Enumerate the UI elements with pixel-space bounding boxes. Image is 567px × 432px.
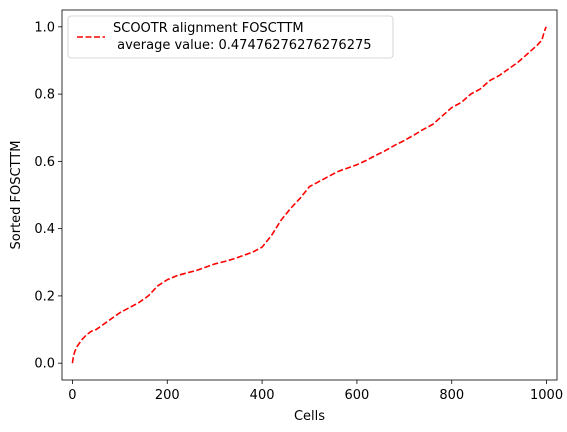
x-axis-label: Cells: [294, 409, 325, 424]
x-axis-ticks: 0 200 400 600 800 1000: [68, 380, 563, 403]
y-tick-label: 0.6: [34, 155, 55, 170]
legend: SCOOTR alignment FOSCTTM average value: …: [67, 15, 394, 59]
axes-frame: [61, 9, 558, 381]
y-tick-label: 0.8: [34, 88, 55, 103]
x-tick-label: 800: [439, 388, 464, 403]
x-tick-label: 0: [68, 388, 76, 403]
y-tick-label: 0.2: [34, 289, 55, 304]
series-layer: [71, 26, 547, 364]
series-line: [71, 26, 547, 364]
legend-label-line-1: SCOOTR alignment FOSCTTM: [113, 21, 304, 36]
x-tick-label: 400: [250, 388, 275, 403]
y-tick-label: 0.4: [34, 222, 55, 237]
x-tick-label: 200: [155, 388, 180, 403]
y-tick-label: 0.0: [34, 357, 55, 372]
y-axis-label: Sorted FOSCTTM: [9, 141, 24, 250]
y-axis-ticks: 0.0 0.2 0.4 0.6 0.8 1.0: [34, 20, 62, 372]
legend-box: [67, 15, 394, 59]
x-tick-label: 600: [344, 388, 369, 403]
legend-label-line-2: average value: 0.47476276276276275: [113, 38, 372, 53]
x-tick-label: 1000: [530, 388, 563, 403]
y-tick-label: 1.0: [34, 20, 55, 35]
plot-area: 0 200 400 600 800 1000 0.0 0.2 0.4 0.6 0.8 1.0: [34, 9, 563, 403]
